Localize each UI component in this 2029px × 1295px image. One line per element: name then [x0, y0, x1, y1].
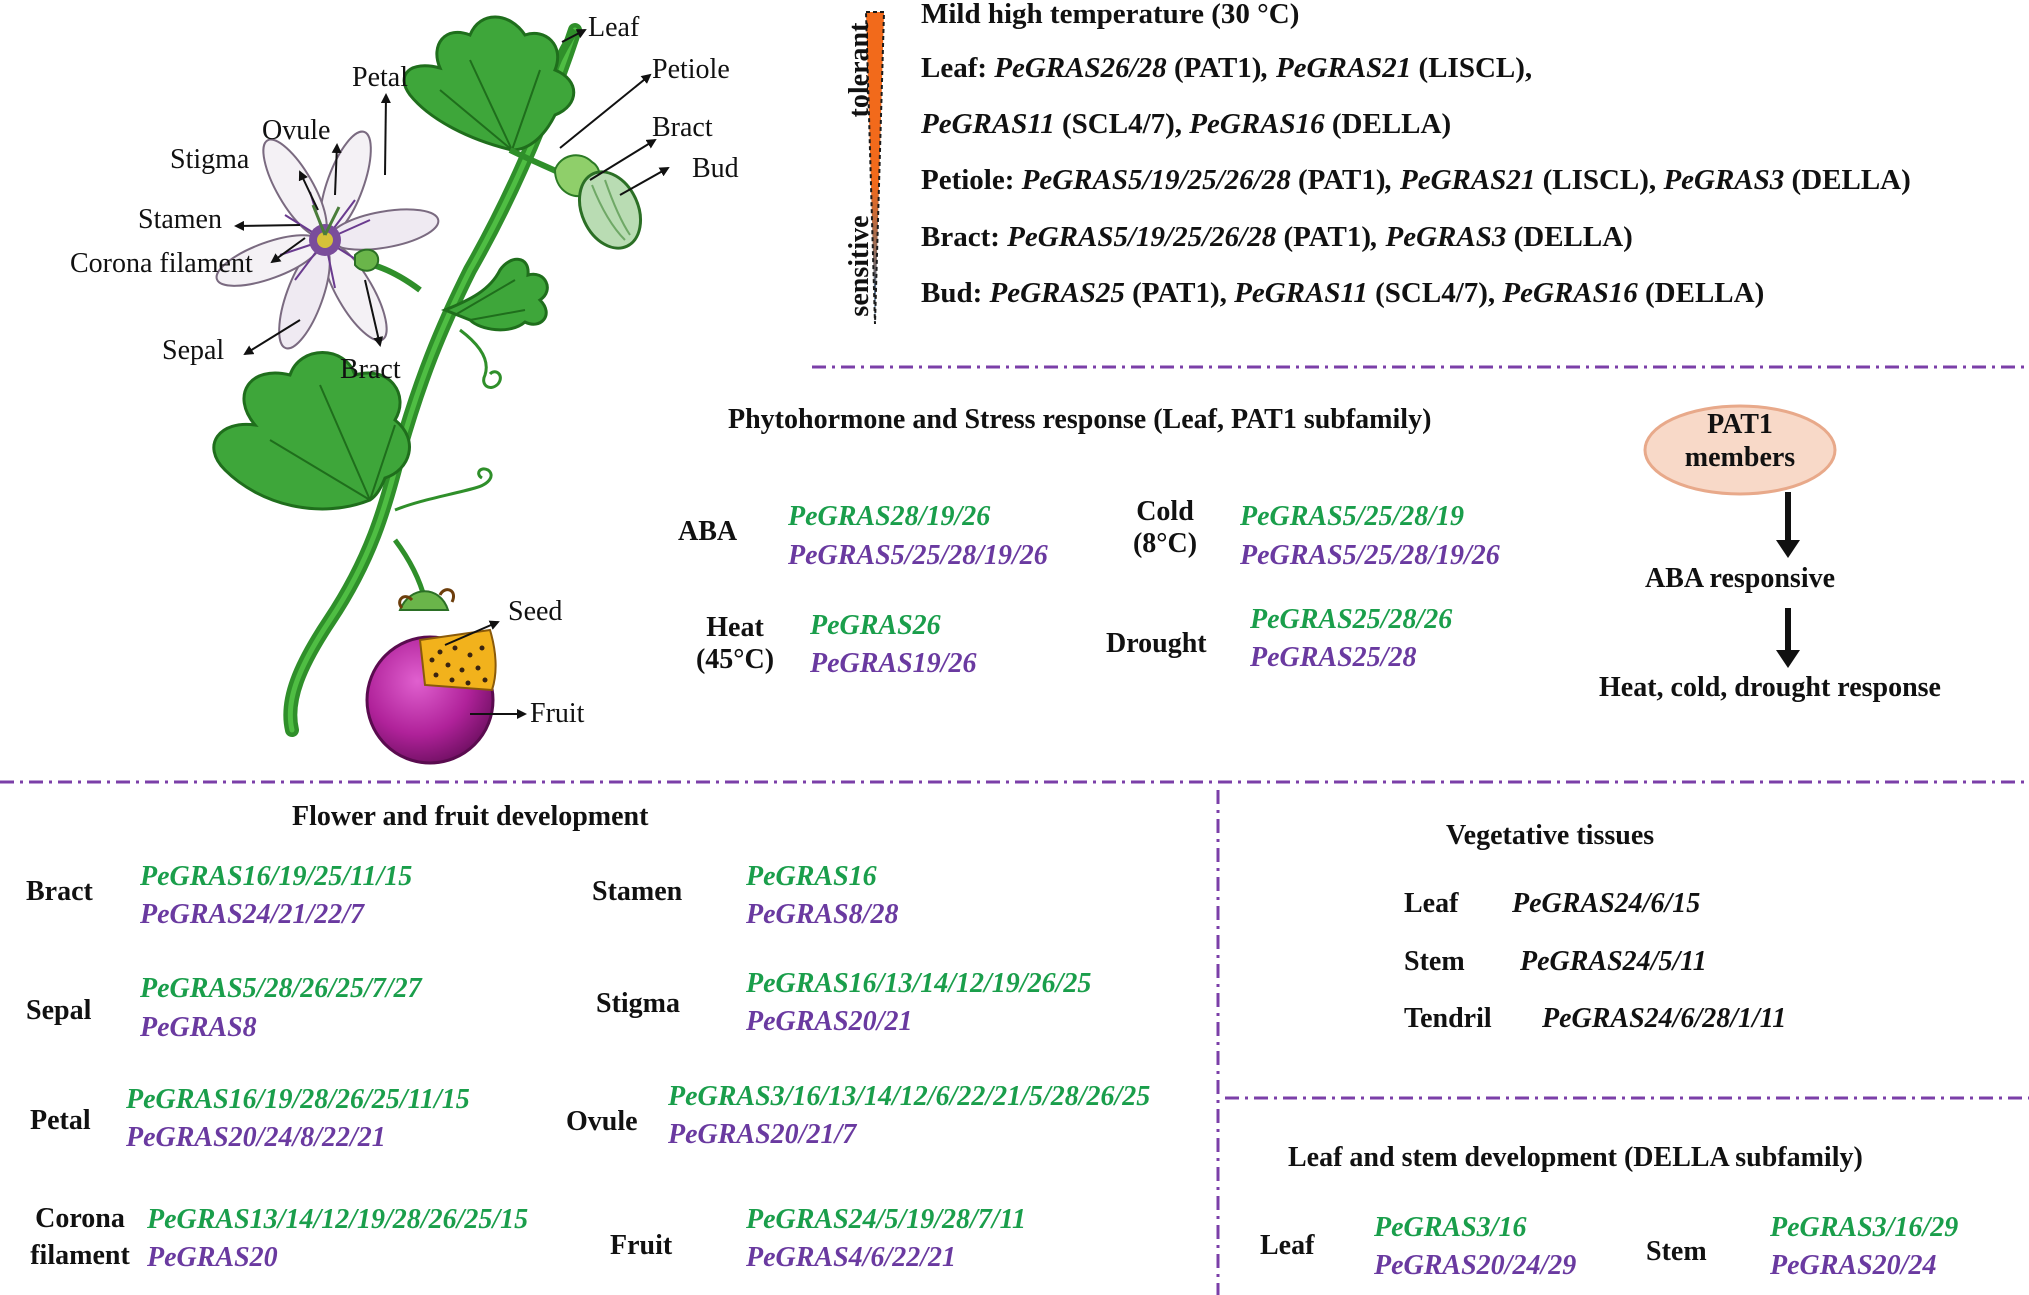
cold-label: Cold (8°C): [1132, 496, 1198, 559]
della-stem-label: Stem: [1646, 1236, 1707, 1267]
veg-tendril-genes: PeGRAS24/6/28/1/11: [1542, 1003, 1787, 1034]
label-sensitive: sensitive: [844, 215, 875, 317]
label-bract-flower: Bract: [340, 354, 401, 385]
label-ovule: Ovule: [262, 115, 331, 146]
flower-petal-label: Petal: [30, 1105, 91, 1136]
label-arrows: [234, 29, 670, 719]
veg-stem-label: Stem: [1404, 946, 1465, 977]
temperature-wedge: [864, 11, 886, 325]
label-stamen: Stamen: [138, 204, 222, 235]
flower-stigma-up: PeGRAS16/13/14/12/19/26/25: [746, 968, 1092, 999]
flower-bract-label: Bract: [26, 876, 93, 907]
flower-bract-up: PeGRAS16/19/25/11/15: [140, 861, 413, 892]
section-dividers: [0, 365, 2029, 1295]
flower-stigma-label: Stigma: [596, 988, 680, 1019]
flower-ovule-label: Ovule: [566, 1106, 638, 1137]
label-fruit: Fruit: [530, 698, 585, 729]
flower-corona-label: Corona filament: [30, 1203, 130, 1271]
drought-label: Drought: [1106, 628, 1207, 659]
pat1-pathway: [1643, 404, 1837, 668]
cold-down: PeGRAS5/25/28/19/26: [1240, 540, 1500, 571]
drought-down: PeGRAS25/28: [1250, 642, 1417, 673]
lower-leaf: [212, 351, 411, 511]
label-bract-top: Bract: [652, 112, 713, 143]
flower-fruit-label: Fruit: [610, 1230, 673, 1261]
temp-row-leaf: Leaf: PeGRAS26/28 (PAT1), PeGRAS21 (LISC…: [921, 52, 1533, 84]
label-leaf: Leaf: [588, 12, 640, 43]
della-title: Leaf and stem development (DELLA subfami…: [1288, 1142, 1863, 1173]
aba-responsive-node: ABA responsive: [1644, 563, 1836, 594]
heat-label: Heat (45°C): [695, 612, 775, 675]
della-leaf-down: PeGRAS20/24/29: [1374, 1250, 1577, 1281]
vegetative-title: Vegetative tissues: [1446, 820, 1655, 851]
label-bud: Bud: [692, 153, 739, 184]
veg-leaf-label: Leaf: [1404, 888, 1459, 919]
della-stem-up: PeGRAS3/16/29: [1770, 1212, 1959, 1243]
label-tolerant: tolerant: [844, 22, 875, 118]
temp-row-petiole: Petiole: PeGRAS5/19/25/26/28 (PAT1), PeG…: [921, 164, 1911, 196]
plant-illustration: [212, 15, 670, 765]
temp-row-bract: Bract: PeGRAS5/19/25/26/28 (PAT1), PeGRA…: [921, 221, 1633, 253]
flower-stigma-down: PeGRAS20/21: [746, 1006, 913, 1037]
flower-bract-down: PeGRAS24/21/22/7: [140, 899, 365, 930]
flower-title: Flower and fruit development: [292, 801, 649, 832]
fruit-pulp: [418, 628, 497, 692]
drought-up: PeGRAS25/28/26: [1250, 604, 1453, 635]
aba-label: ABA: [678, 516, 738, 547]
top-leaf: [402, 15, 576, 152]
flower-ovule-down: PeGRAS20/21/7: [668, 1119, 857, 1150]
flower-fruit-up: PeGRAS24/5/19/28/7/11: [746, 1204, 1027, 1235]
flower-stamen-up: PeGRAS16: [746, 861, 877, 892]
label-petiole: Petiole: [652, 54, 730, 85]
flower-sepal-down: PeGRAS8: [140, 1012, 257, 1043]
veg-tendril-label: Tendril: [1404, 1003, 1492, 1034]
tendril-lower: [394, 467, 493, 512]
flower-corona-up: PeGRAS13/14/12/19/28/26/25/15: [147, 1204, 529, 1235]
stress-response-node: Heat, cold, drought response: [1599, 672, 1941, 703]
della-leaf-label: Leaf: [1260, 1230, 1315, 1261]
flower-sepal-label: Sepal: [26, 995, 92, 1026]
temperature-title: Mild high temperature (30 °C): [921, 0, 1300, 30]
flower-stamen-label: Stamen: [592, 876, 683, 907]
heat-up: PeGRAS26: [810, 610, 941, 641]
flower-sepal-up: PeGRAS5/28/26/25/7/27: [140, 973, 422, 1004]
label-seed: Seed: [508, 596, 563, 627]
label-corona-filament: Corona filament: [70, 248, 253, 279]
temp-row-bud: Bud: PeGRAS25 (PAT1), PeGRAS11 (SCL4/7),…: [921, 277, 1765, 309]
flower-corona-down: PeGRAS20: [147, 1242, 278, 1273]
heat-down: PeGRAS19/26: [810, 648, 977, 679]
seeds: [429, 645, 488, 686]
flower-stamen-down: PeGRAS8/28: [746, 899, 899, 930]
veg-leaf-genes: PeGRAS24/6/15: [1512, 888, 1701, 919]
veg-stem-genes: PeGRAS24/5/11: [1520, 946, 1707, 977]
label-petal: Petal: [352, 62, 408, 93]
flower: [215, 130, 440, 350]
mid-leaf: [440, 257, 549, 332]
aba-down: PeGRAS5/25/28/19/26: [788, 540, 1048, 571]
flower-ovule-up: PeGRAS3/16/13/14/12/6/22/21/5/28/26/25: [668, 1081, 1151, 1112]
label-sepal: Sepal: [162, 335, 225, 366]
flower-petal-down: PeGRAS20/24/8/22/21: [126, 1122, 386, 1153]
label-stigma: Stigma: [170, 144, 250, 175]
flower-petal-up: PeGRAS16/19/28/26/25/11/15: [126, 1084, 470, 1115]
aba-up: PeGRAS28/19/26: [788, 501, 991, 532]
della-stem-down: PeGRAS20/24: [1770, 1250, 1937, 1281]
temp-row-leaf-cont: PeGRAS11 (SCL4/7), PeGRAS16 (DELLA): [921, 108, 1452, 140]
phytohormone-title: Phytohormone and Stress response (Leaf, …: [728, 404, 1432, 435]
pat1-node: [1643, 404, 1837, 496]
pat1-node-label: PAT1 members: [1684, 409, 1796, 473]
tendril-upper: [459, 328, 502, 389]
flower-fruit-down: PeGRAS4/6/22/21: [746, 1242, 957, 1273]
della-leaf-up: PeGRAS3/16: [1374, 1212, 1527, 1243]
cold-up: PeGRAS5/25/28/19: [1240, 501, 1465, 532]
